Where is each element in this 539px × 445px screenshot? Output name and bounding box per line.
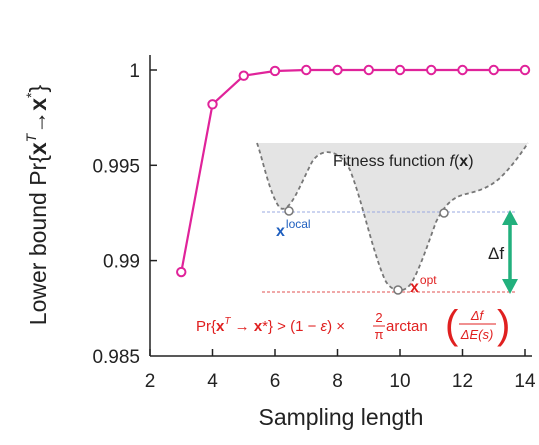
x-local-label: xlocal xyxy=(276,217,311,240)
fitness-landscape-area xyxy=(257,143,528,291)
probability-formula: Pr{xT → x*} > (1 − ε) × 2 π arctan ( Δf … xyxy=(196,303,510,347)
x-tick-label: 6 xyxy=(270,371,281,392)
x-axis-label: Sampling length xyxy=(259,404,424,430)
svg-text:ΔE(s): ΔE(s) xyxy=(460,327,494,342)
delta-f-arrow-head-down xyxy=(502,279,518,294)
y-tick-label: 0.995 xyxy=(92,156,140,177)
fitness-curve xyxy=(256,142,529,292)
svg-text:Pr{xT → x*} > (1 − ε) ×: Pr{xT → x*} > (1 − ε) × xyxy=(196,316,345,335)
svg-text:Δf: Δf xyxy=(470,308,485,323)
delta-f-arrow-head-up xyxy=(502,210,518,225)
level-crossing-marker xyxy=(439,208,449,218)
data-point xyxy=(301,64,312,76)
data-point xyxy=(332,64,343,76)
x-tick-label: 12 xyxy=(452,371,473,392)
svg-text:arctan: arctan xyxy=(386,318,428,335)
fitness-inset: Δf Fitness function f(x) xlocal xopt Pr{… xyxy=(196,142,529,347)
x-tick-label: 8 xyxy=(332,371,343,392)
x-tick-label: 2 xyxy=(145,371,156,392)
data-point xyxy=(176,266,187,278)
svg-text:π: π xyxy=(375,327,384,342)
data-point xyxy=(238,70,249,81)
data-point xyxy=(426,64,437,76)
fitness-function-label: Fitness function f(x) xyxy=(333,153,474,170)
x-tick-label: 10 xyxy=(389,371,410,392)
data-point xyxy=(457,64,468,76)
local-min-marker xyxy=(284,206,294,216)
x-tick-label: 4 xyxy=(207,371,218,392)
opt-min-marker xyxy=(393,285,403,295)
data-point xyxy=(488,64,499,76)
delta-f-label: Δf xyxy=(488,244,504,263)
y-axis-label: Lower bound Pr{xT→x*} xyxy=(23,85,51,326)
data-point xyxy=(394,64,406,76)
y-tick-label: 1 xyxy=(129,61,140,82)
data-point xyxy=(519,64,531,76)
axes xyxy=(149,55,532,357)
x-ticks: 2 4 6 8 10 12 14 xyxy=(145,349,536,392)
svg-text:(: ( xyxy=(445,303,459,347)
series-points xyxy=(176,64,531,278)
data-point xyxy=(363,64,374,76)
x-tick-label: 14 xyxy=(514,371,536,392)
data-point xyxy=(269,65,281,77)
x-opt-label: xopt xyxy=(410,273,437,296)
series-line xyxy=(180,68,525,273)
data-point xyxy=(207,99,218,110)
y-ticks: 0.985 0.99 0.995 1 xyxy=(92,61,157,368)
svg-text:2: 2 xyxy=(375,310,382,325)
y-tick-label: 0.99 xyxy=(103,252,140,273)
y-tick-label: 0.985 xyxy=(92,347,140,368)
svg-text:): ) xyxy=(497,303,510,347)
